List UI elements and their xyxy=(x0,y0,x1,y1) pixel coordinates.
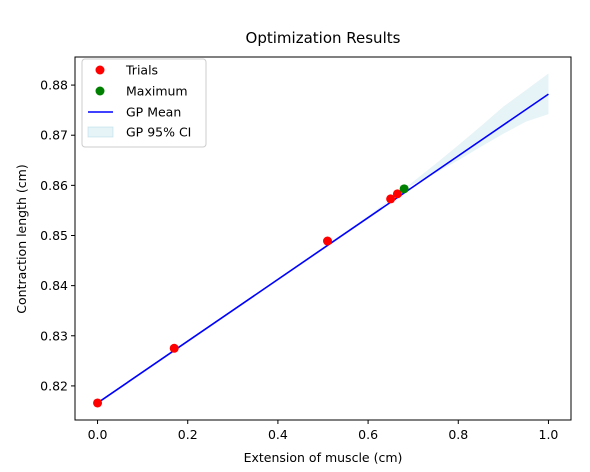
x-tick-label: 0.4 xyxy=(268,427,288,442)
trials-point xyxy=(169,343,179,353)
legend-marker xyxy=(95,65,105,75)
trials-point xyxy=(93,398,103,408)
y-tick-label: 0.84 xyxy=(40,278,68,293)
maximum-point xyxy=(399,184,409,194)
legend: Trials Maximum GP Mean GP 95% CI xyxy=(81,58,207,148)
x-tick-label: 0.2 xyxy=(178,427,198,442)
plot-area xyxy=(93,73,549,408)
y-tick-label: 0.87 xyxy=(40,128,68,143)
axes-frame xyxy=(74,56,572,421)
legend-label: Maximum xyxy=(126,84,188,99)
x-tick-label: 0.0 xyxy=(88,427,108,442)
y-tick-label: 0.88 xyxy=(40,78,68,93)
x-tick-label: 0.8 xyxy=(448,427,468,442)
y-axis: 0.82 0.83 0.84 0.85 0.86 0.87 0.88 xyxy=(40,78,75,393)
chart-title: Optimization Results xyxy=(246,29,401,47)
legend-marker xyxy=(95,86,105,96)
legend-box xyxy=(81,58,207,148)
x-tick-label: 1.0 xyxy=(539,427,559,442)
ci-band xyxy=(97,73,549,404)
legend-label: Trials xyxy=(125,63,158,78)
x-axis: 0.0 0.2 0.4 0.6 0.8 1.0 xyxy=(88,420,559,442)
trials-point xyxy=(392,189,402,199)
x-tick-label: 0.6 xyxy=(358,427,378,442)
trials-point xyxy=(386,194,396,204)
trials-point xyxy=(323,236,333,246)
y-tick-label: 0.82 xyxy=(40,378,68,393)
legend-label: GP 95% CI xyxy=(126,125,191,140)
y-tick-label: 0.85 xyxy=(40,228,68,243)
y-tick-label: 0.83 xyxy=(40,328,68,343)
legend-patch xyxy=(87,126,114,138)
y-axis-label: Contraction length (cm) xyxy=(14,164,29,313)
x-axis-label: Extension of muscle (cm) xyxy=(244,450,403,465)
legend-label: GP Mean xyxy=(126,105,181,120)
y-tick-label: 0.86 xyxy=(40,178,68,193)
